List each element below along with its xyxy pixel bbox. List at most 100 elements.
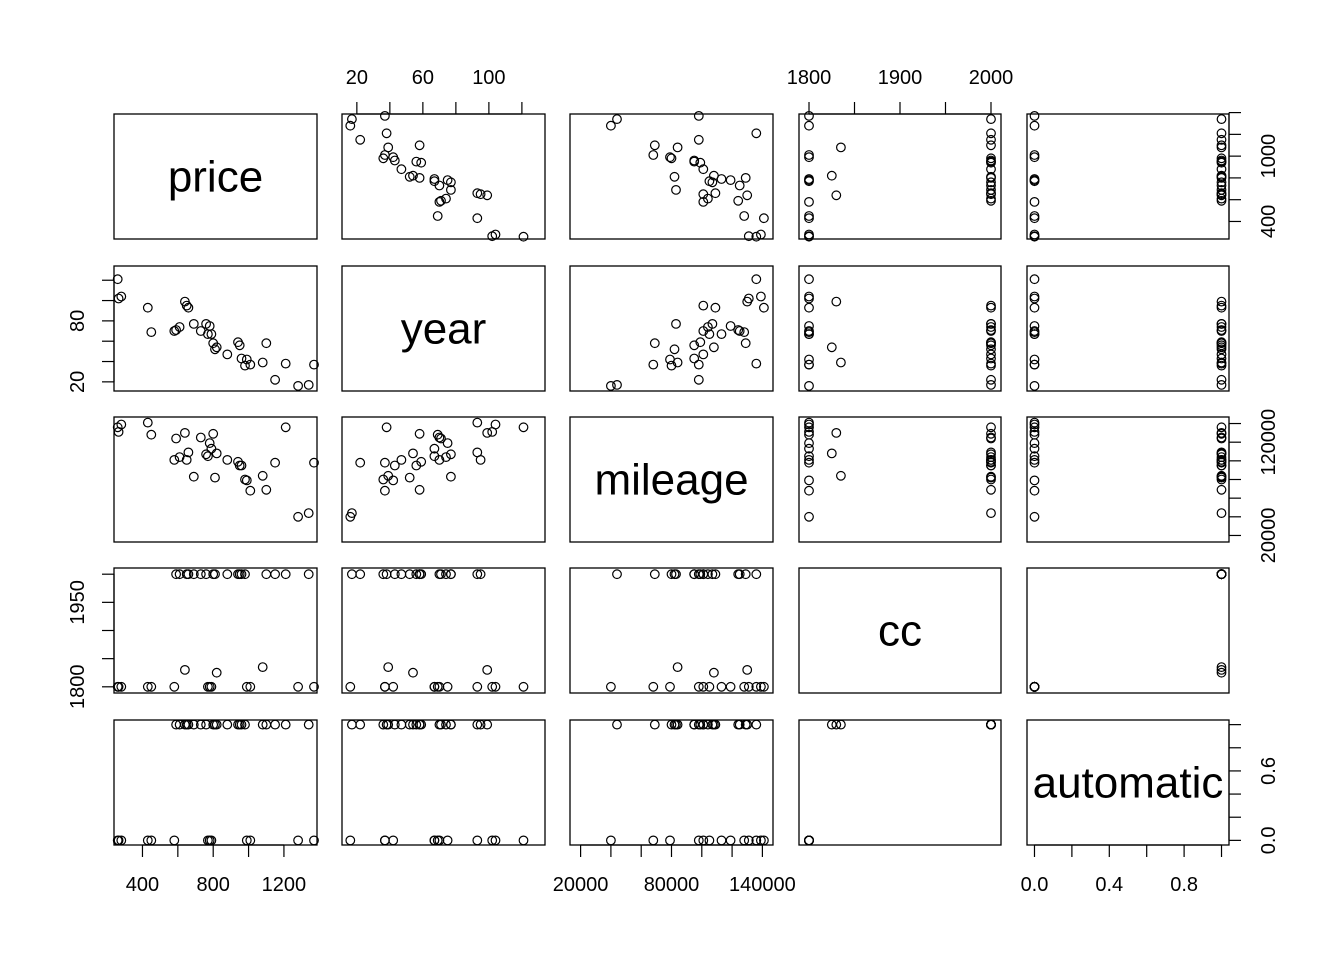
point-cc-vs-price-33 bbox=[309, 681, 319, 692]
point-price-vs-year-28 bbox=[414, 140, 425, 151]
point-mileage-vs-year-7 bbox=[441, 452, 451, 463]
year-x-tick-label: 60 bbox=[412, 67, 434, 89]
point-cc-vs-mileage-18 bbox=[669, 569, 680, 580]
point-year-vs-cc-29 bbox=[986, 374, 996, 385]
point-mileage-vs-cc-3 bbox=[804, 417, 814, 428]
point-price-vs-year-10 bbox=[472, 188, 483, 199]
point-year-vs-mileage-16 bbox=[716, 329, 727, 340]
panel-cc-vs-automatic bbox=[1026, 567, 1230, 694]
point-automatic-vs-year-7 bbox=[441, 719, 451, 730]
point-year-vs-price-3 bbox=[142, 302, 153, 313]
price-x-tick-label: 400 bbox=[126, 874, 159, 896]
point-price-vs-mileage-8 bbox=[742, 190, 753, 201]
point-automatic-vs-mileage-23 bbox=[689, 719, 700, 730]
point-cc-vs-price-6 bbox=[171, 569, 182, 580]
point-year-vs-mileage-33 bbox=[693, 359, 704, 370]
point-cc-vs-price-20 bbox=[222, 569, 233, 580]
point-price-vs-year-4 bbox=[432, 211, 443, 221]
point-year-vs-price-11 bbox=[188, 319, 199, 329]
point-mileage-vs-price-8 bbox=[179, 428, 190, 438]
mileage-x-tick-label: 80000 bbox=[644, 874, 700, 896]
point-automatic-vs-year-16 bbox=[429, 835, 440, 846]
point-mileage-vs-price-18 bbox=[210, 472, 220, 483]
point-year-vs-price-9 bbox=[181, 300, 192, 311]
panel-price-vs-year bbox=[341, 113, 546, 240]
point-cc-vs-year-33 bbox=[380, 681, 390, 692]
point-cc-vs-price-18 bbox=[210, 569, 220, 580]
panel-cc-vs-mileage bbox=[569, 567, 774, 694]
point-mileage-vs-year-13 bbox=[446, 449, 456, 460]
point-cc-vs-price-28 bbox=[261, 569, 272, 580]
point-cc-vs-mileage-5 bbox=[698, 681, 709, 692]
point-price-vs-mileage-1 bbox=[743, 231, 754, 242]
points-layer bbox=[112, 110, 1227, 846]
point-mileage-vs-year-33 bbox=[380, 457, 390, 468]
panel-automatic-vs-year bbox=[341, 719, 546, 846]
point-cc-vs-year-15 bbox=[442, 681, 453, 692]
point-cc-vs-mileage-32 bbox=[612, 569, 622, 580]
point-year-vs-automatic-23 bbox=[1216, 353, 1227, 364]
point-cc-vs-year-7 bbox=[441, 569, 451, 580]
point-automatic-vs-mileage-32 bbox=[612, 719, 622, 730]
point-price-vs-mileage-0 bbox=[751, 231, 762, 242]
point-price-vs-automatic-33 bbox=[1029, 110, 1040, 121]
point-year-vs-mileage-10 bbox=[710, 302, 721, 313]
point-price-vs-mileage-33 bbox=[693, 110, 704, 121]
point-automatic-vs-mileage-12 bbox=[734, 719, 745, 730]
point-mileage-vs-automatic-24 bbox=[1216, 474, 1227, 485]
point-year-vs-mileage-9 bbox=[698, 300, 709, 311]
panel-cc-vs-price bbox=[113, 567, 318, 694]
point-mileage-vs-automatic-33 bbox=[1029, 457, 1040, 468]
point-automatic-vs-year-31 bbox=[345, 835, 356, 846]
point-price-vs-mileage-21 bbox=[695, 157, 706, 168]
point-mileage-vs-price-10 bbox=[183, 447, 194, 458]
point-mileage-vs-year-10 bbox=[472, 447, 483, 458]
point-cc-vs-mileage-3 bbox=[759, 681, 769, 692]
point-year-vs-cc-1 bbox=[804, 293, 814, 304]
point-cc-vs-year-32 bbox=[347, 569, 357, 580]
point-price-vs-cc-31 bbox=[804, 120, 814, 131]
point-mileage-vs-price-26 bbox=[245, 485, 256, 496]
point-price-vs-automatic-4 bbox=[1029, 211, 1040, 221]
point-automatic-vs-mileage-29 bbox=[693, 719, 704, 730]
point-mileage-vs-automatic-17 bbox=[1216, 428, 1227, 439]
point-cc-vs-price-12 bbox=[195, 569, 206, 580]
point-year-vs-price-31 bbox=[293, 381, 304, 391]
point-automatic-vs-year-10 bbox=[472, 719, 483, 730]
point-mileage-vs-cc-24 bbox=[986, 474, 996, 485]
point-price-vs-automatic-16 bbox=[1029, 174, 1040, 184]
point-cc-vs-automatic-27 bbox=[1216, 662, 1227, 672]
point-automatic-vs-mileage-27 bbox=[672, 719, 683, 730]
point-cc-vs-mileage-29 bbox=[693, 569, 704, 580]
point-mileage-vs-price-28 bbox=[261, 484, 272, 495]
point-price-vs-cc-10 bbox=[986, 188, 996, 199]
point-cc-vs-price-10 bbox=[183, 569, 194, 580]
point-cc-vs-price-3 bbox=[142, 681, 153, 692]
point-year-vs-price-25 bbox=[241, 354, 252, 365]
point-price-vs-mileage-2 bbox=[756, 229, 766, 240]
point-mileage-vs-automatic-30 bbox=[1216, 422, 1227, 433]
point-automatic-vs-cc-32 bbox=[986, 719, 996, 730]
point-year-vs-cc-32 bbox=[986, 380, 996, 390]
point-cc-vs-price-16 bbox=[206, 681, 217, 692]
point-automatic-vs-mileage-0 bbox=[751, 835, 762, 846]
point-year-vs-automatic-8 bbox=[1216, 296, 1227, 307]
point-mileage-vs-year-26 bbox=[380, 485, 390, 496]
point-mileage-vs-cc-30 bbox=[986, 422, 996, 433]
price-y-tick-label: 400 bbox=[1258, 205, 1280, 238]
point-mileage-vs-year-19 bbox=[408, 448, 418, 459]
point-cc-vs-automatic-19 bbox=[1216, 667, 1227, 678]
point-cc-vs-price-25 bbox=[241, 681, 252, 692]
point-price-vs-year-3 bbox=[472, 213, 483, 224]
point-year-vs-cc-9 bbox=[986, 300, 996, 311]
point-cc-vs-year-22 bbox=[411, 569, 422, 580]
point-automatic-vs-price-4 bbox=[146, 835, 157, 846]
point-cc-vs-mileage-24 bbox=[666, 569, 677, 580]
point-cc-vs-price-31 bbox=[293, 681, 304, 692]
point-mileage-vs-price-9 bbox=[181, 455, 192, 465]
point-mileage-vs-cc-26 bbox=[804, 485, 814, 496]
point-price-vs-mileage-24 bbox=[666, 153, 677, 164]
point-mileage-vs-cc-15 bbox=[804, 438, 814, 449]
point-mileage-vs-cc-27 bbox=[836, 470, 846, 481]
point-year-vs-mileage-3 bbox=[759, 302, 769, 313]
